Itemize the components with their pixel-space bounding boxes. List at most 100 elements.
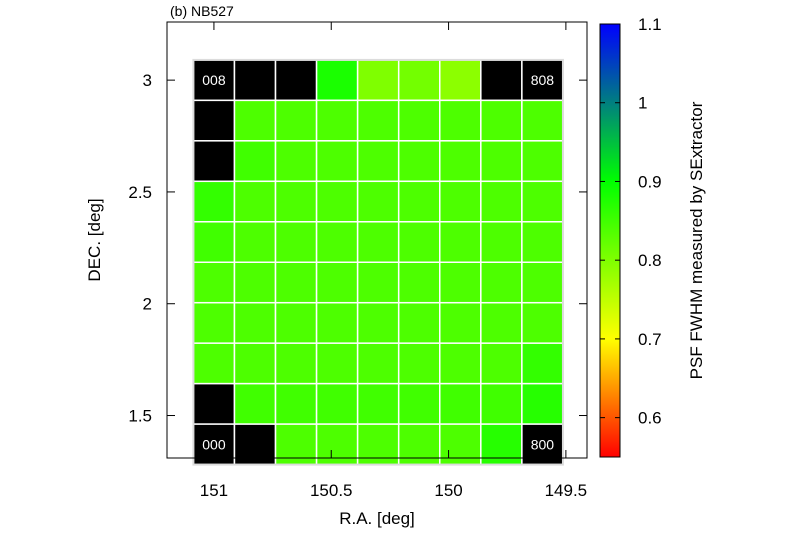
heatmap-cell <box>521 140 564 183</box>
heatmap-cell <box>356 99 400 142</box>
x-tick-label: 150.5 <box>310 481 353 500</box>
heatmap-cell <box>315 261 359 304</box>
heatmap-cell <box>480 59 523 102</box>
heatmap-cell <box>315 221 359 263</box>
y-axis-title: DEC. [deg] <box>85 198 104 281</box>
colorbar-tick-label: 1.1 <box>638 15 662 34</box>
x-tick-label: 151 <box>200 481 228 500</box>
cell-label: 000 <box>202 436 226 452</box>
x-tick-label: 149.5 <box>545 481 588 500</box>
cell-label: 800 <box>531 436 555 452</box>
heatmap-cell <box>233 382 277 425</box>
heatmap-cell <box>480 382 523 425</box>
heatmap-cell <box>315 140 359 183</box>
heatmap-cell <box>439 423 482 466</box>
heatmap-cell <box>397 261 441 304</box>
heatmap-cell <box>274 342 318 385</box>
heatmap-cell <box>356 140 400 183</box>
heatmap-cell <box>480 423 523 466</box>
heatmap-cell <box>397 221 441 263</box>
heatmap-cell <box>274 180 318 223</box>
heatmap-cell <box>397 140 441 183</box>
cell-label: 808 <box>531 72 555 88</box>
x-axis-title: R.A. [deg] <box>339 509 415 528</box>
heatmap-cell <box>356 221 400 263</box>
heatmap-cell <box>397 180 441 223</box>
heatmap-cell <box>192 382 236 425</box>
heatmap-cell <box>521 180 564 223</box>
heatmap-cell <box>356 261 400 304</box>
heatmap-cell <box>439 99 482 142</box>
heatmap-cell <box>397 423 441 466</box>
heatmap-cell <box>274 140 318 183</box>
heatmap-cell <box>233 301 277 344</box>
heatmap-cell <box>274 59 318 102</box>
heatmap-cell <box>192 221 236 263</box>
heatmap-cell <box>397 342 441 385</box>
heatmap-cell <box>233 180 277 223</box>
heatmap-cell <box>480 99 523 142</box>
heatmap-cell <box>480 342 523 385</box>
heatmap-cell <box>233 99 277 142</box>
heatmap-cell <box>397 99 441 142</box>
heatmap-cell <box>397 382 441 425</box>
heatmap-cell <box>439 261 482 304</box>
heatmap-cell <box>521 99 564 142</box>
heatmap-cell <box>315 301 359 344</box>
y-tick-label: 3 <box>143 71 152 90</box>
colorbar-title: PSF FWHM measured by SExtractor <box>687 101 706 379</box>
colorbar-tick-label: 0.9 <box>638 172 662 191</box>
heatmap-cell <box>521 382 564 425</box>
heatmap-cell <box>521 301 564 344</box>
x-tick-label: 150 <box>434 481 462 500</box>
heatmap-cell <box>356 180 400 223</box>
heatmap-cell <box>439 342 482 385</box>
heatmap-cell <box>315 423 359 466</box>
heatmap-cell <box>315 180 359 223</box>
colorbar-tick-label: 0.6 <box>638 409 662 428</box>
heatmap-cell <box>233 342 277 385</box>
heatmap-cell <box>356 382 400 425</box>
heatmap-cell <box>356 301 400 344</box>
heatmap-cell <box>315 342 359 385</box>
colorbar-tick-label: 0.8 <box>638 251 662 270</box>
heatmap-cell <box>192 261 236 304</box>
heatmap-cell <box>439 59 482 102</box>
y-tick-label: 2.5 <box>128 183 152 202</box>
heatmap-cell <box>397 301 441 344</box>
heatmap-cell <box>274 261 318 304</box>
heatmap-cell <box>192 342 236 385</box>
heatmap-cell <box>192 140 236 183</box>
heatmap-cell <box>233 221 277 263</box>
heatmap-cell <box>274 221 318 263</box>
heatmap-cell <box>356 342 400 385</box>
heatmap-cell <box>233 261 277 304</box>
heatmap-cell <box>192 301 236 344</box>
panel-title: (b) NB527 <box>170 3 234 19</box>
heatmap-cell <box>521 221 564 263</box>
plot-frame <box>166 21 588 459</box>
heatmap-cell <box>439 301 482 344</box>
heatmap-cell <box>233 59 277 102</box>
heatmap-cell <box>439 140 482 183</box>
heatmap-cell <box>315 59 359 102</box>
heatmap-cell <box>315 382 359 425</box>
heatmap-cell <box>480 180 523 223</box>
y-tick-label: 1.5 <box>128 407 152 426</box>
heatmap-cell <box>356 423 400 466</box>
heatmap-cell <box>439 382 482 425</box>
heatmap-cell <box>397 59 441 102</box>
heatmap-cell <box>274 99 318 142</box>
cell-label: 008 <box>202 72 226 88</box>
heatmap-cell <box>480 301 523 344</box>
heatmap-cell <box>274 423 318 466</box>
heatmap-cell <box>356 59 400 102</box>
colorbar-tick-label: 1 <box>638 94 647 113</box>
heatmap-cell <box>274 382 318 425</box>
colorbar-tick-label: 0.7 <box>638 330 662 349</box>
heatmap-cell <box>192 180 236 223</box>
heatmap-cell <box>439 180 482 223</box>
heatmap-cell <box>521 261 564 304</box>
